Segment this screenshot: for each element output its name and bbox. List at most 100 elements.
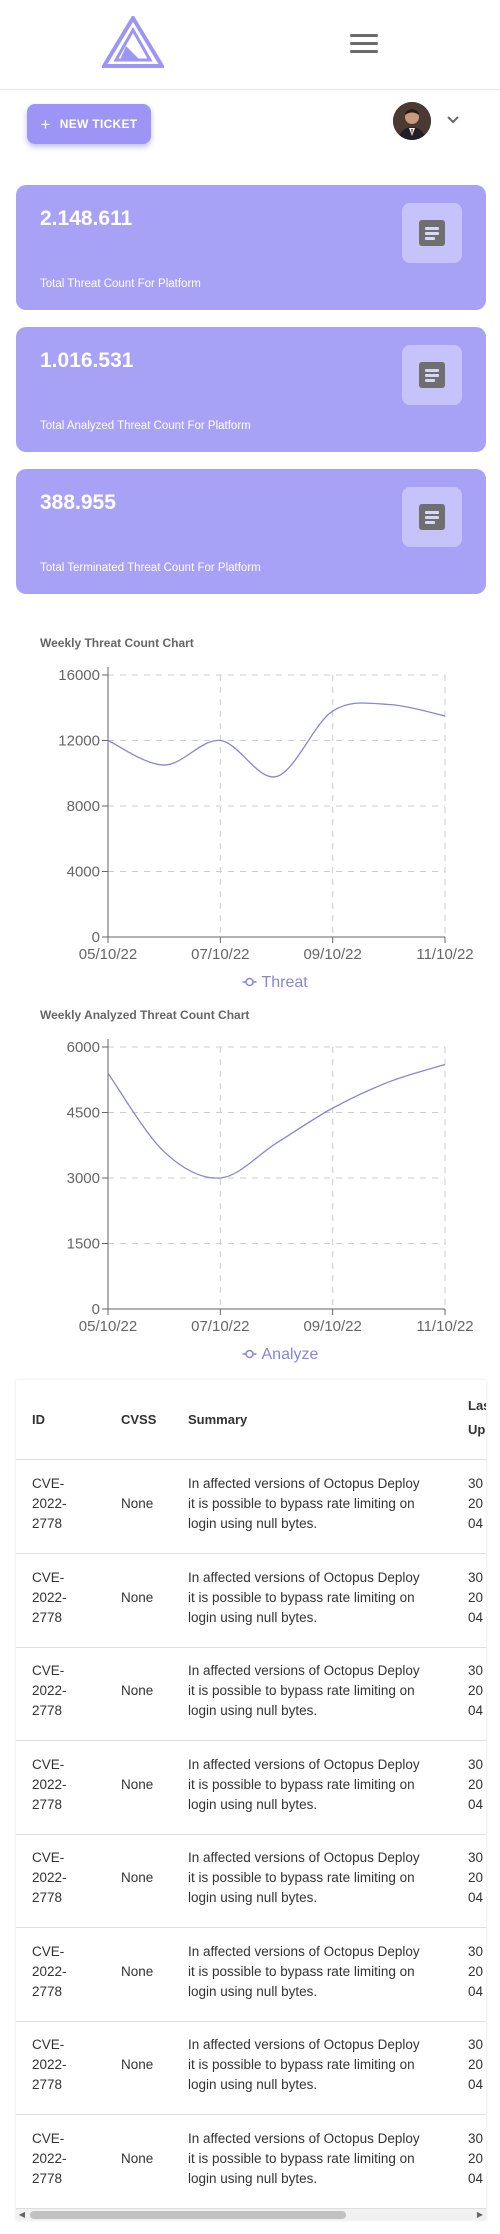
scrollbar-thumb[interactable]: [30, 2211, 346, 2219]
column-header-cvss[interactable]: CVSS: [121, 1412, 156, 1427]
stat-value: 1.016.531: [40, 349, 133, 373]
cve-id: CVE-2022-2778: [32, 1661, 77, 1721]
toolbar: + NEW TICKET: [0, 90, 500, 180]
new-ticket-label: NEW TICKET: [60, 117, 138, 131]
document-icon: [419, 362, 445, 388]
app-header: [0, 0, 500, 90]
stat-label: Total Terminated Threat Count For Platfo…: [40, 562, 261, 574]
y-tick-label: 6000: [67, 1039, 100, 1056]
table-row[interactable]: CVE-2022-2778 None In affected versions of…: [16, 2115, 486, 2209]
weekly-analyzed-chart: 0 1500 3000 4500 6000 05/10/22 07/10/22 09/10/2…: [40, 1027, 480, 1347]
table-row[interactable]: CVE-2022-2778 None In affected versions of…: [16, 1834, 486, 1928]
x-tick-label: 09/10/22: [303, 946, 361, 963]
chevron-down-icon[interactable]: [445, 114, 461, 126]
legend-label: Threat: [262, 974, 309, 991]
summary-text: In affected versions of Octopus Deploy i…: [188, 1942, 426, 2002]
hamburger-menu-icon[interactable]: [345, 30, 383, 60]
series-line-analyze: [108, 1064, 445, 1178]
y-tick-label: 0: [92, 1301, 100, 1318]
last-updated: 30 20 04: [468, 2035, 486, 2095]
table-row[interactable]: CVE-2022-2778 None In affected versions of…: [16, 1928, 486, 2022]
column-header-last-updated-line1[interactable]: Last: [468, 1398, 486, 1413]
last-updated-part: 20: [468, 1588, 486, 1608]
last-updated-part: 04: [468, 2169, 486, 2189]
cvss-score: None: [121, 2055, 153, 2075]
stat-icon-box: [402, 487, 462, 547]
stat-value: 388.955: [40, 491, 116, 515]
weekly-threat-chart: 0 4000 8000 12000 16000 05/10/22 07/10/22 09/10…: [40, 655, 480, 975]
cve-id: CVE-2022-2778: [32, 1474, 77, 1534]
stat-card-terminated-threat: 388.955 Total Terminated Threat Count Fo…: [16, 469, 486, 594]
last-updated-part: 04: [468, 1514, 486, 1534]
last-updated-part: 20: [468, 1681, 486, 1701]
summary-text: In affected versions of Octopus Deploy i…: [188, 1474, 426, 1534]
y-tick-label: 4000: [67, 864, 100, 881]
x-tick-label: 09/10/22: [303, 1318, 361, 1335]
cvss-score: None: [121, 1775, 153, 1795]
triangle-logo-icon[interactable]: [102, 16, 164, 68]
x-tick-label: 07/10/22: [191, 1318, 249, 1335]
table-row[interactable]: CVE-2022-2778 None In affected versions of…: [16, 1554, 486, 1648]
cve-id: CVE-2022-2778: [32, 1942, 77, 2002]
column-header-summary[interactable]: Summary: [188, 1412, 247, 1427]
table-row[interactable]: CVE-2022-2778 None In affected versions of…: [16, 1460, 486, 1554]
horizontal-scrollbar[interactable]: ◀ ▶: [16, 2208, 486, 2220]
column-header-last-updated-line2[interactable]: Updated: [468, 1422, 486, 1437]
last-updated: 30 20 04: [468, 1661, 486, 1721]
document-icon: [419, 220, 445, 246]
stat-label: Total Analyzed Threat Count For Platform: [40, 420, 251, 432]
last-updated-part: 30: [468, 1568, 486, 1588]
cvss-score: None: [121, 1868, 153, 1888]
summary-text: In affected versions of Octopus Deploy i…: [188, 1568, 426, 1628]
y-tick-label: 0: [92, 929, 100, 946]
last-updated: 30 20 04: [468, 1755, 486, 1815]
x-tick-label: 11/10/22: [416, 946, 473, 963]
y-tick-label: 16000: [58, 667, 100, 684]
last-updated-part: 30: [468, 1755, 486, 1775]
last-updated-part: 30: [468, 1942, 486, 1962]
last-updated-part: 04: [468, 2075, 486, 2095]
summary-text: In affected versions of Octopus Deploy i…: [188, 1848, 426, 1908]
summary-text: In affected versions of Octopus Deploy i…: [188, 2129, 426, 2189]
legend-label: Analyze: [262, 1346, 319, 1363]
table-row[interactable]: CVE-2022-2778 None In affected versions of…: [16, 2021, 486, 2115]
table-row[interactable]: CVE-2022-2778 None In affected versions of…: [16, 1741, 486, 1835]
chart-title-weekly-analyzed: Weekly Analyzed Threat Count Chart: [40, 1008, 249, 1022]
plus-icon: +: [41, 116, 51, 133]
cve-id: CVE-2022-2778: [32, 2035, 77, 2095]
chart-title-weekly-threat: Weekly Threat Count Chart: [40, 636, 194, 650]
cvss-score: None: [121, 1494, 153, 1514]
y-tick-label: 12000: [58, 733, 100, 750]
avatar[interactable]: [393, 102, 431, 140]
last-updated-part: 20: [468, 1962, 486, 1982]
last-updated-part: 04: [468, 1608, 486, 1628]
last-updated-part: 04: [468, 1795, 486, 1815]
last-updated: 30 20 04: [468, 1942, 486, 2002]
y-tick-label: 1500: [67, 1236, 100, 1253]
stat-value: 2.148.611: [40, 207, 132, 231]
legend-marker-icon: [246, 979, 253, 986]
cvss-score: None: [121, 1588, 153, 1608]
y-tick-label: 8000: [67, 798, 100, 815]
y-tick-label: 3000: [67, 1170, 100, 1187]
y-tick-label: 4500: [67, 1105, 100, 1122]
table-row[interactable]: CVE-2022-2778 None In affected versions of…: [16, 1647, 486, 1741]
last-updated-part: 20: [468, 1494, 486, 1514]
last-updated-part: 20: [468, 1868, 486, 1888]
stat-card-analyzed-threat: 1.016.531 Total Analyzed Threat Count Fo…: [16, 327, 486, 452]
last-updated: 30 20 04: [468, 1848, 486, 1908]
scroll-right-icon[interactable]: ▶: [474, 2209, 486, 2220]
cve-id: CVE-2022-2778: [32, 1848, 77, 1908]
scroll-left-icon[interactable]: ◀: [16, 2209, 28, 2220]
threat-table: ID CVSS Summary Last Updated CVE-2022-27…: [16, 1380, 486, 2220]
last-updated-part: 30: [468, 2035, 486, 2055]
x-tick-label: 05/10/22: [79, 946, 137, 963]
cve-id: CVE-2022-2778: [32, 1755, 77, 1815]
x-tick-label: 07/10/22: [191, 946, 249, 963]
x-tick-label: 11/10/22: [416, 1318, 473, 1335]
new-ticket-button[interactable]: + NEW TICKET: [27, 104, 151, 144]
last-updated-part: 30: [468, 1848, 486, 1868]
column-header-id[interactable]: ID: [32, 1412, 45, 1427]
last-updated-part: 04: [468, 1982, 486, 2002]
summary-text: In affected versions of Octopus Deploy i…: [188, 2035, 426, 2095]
